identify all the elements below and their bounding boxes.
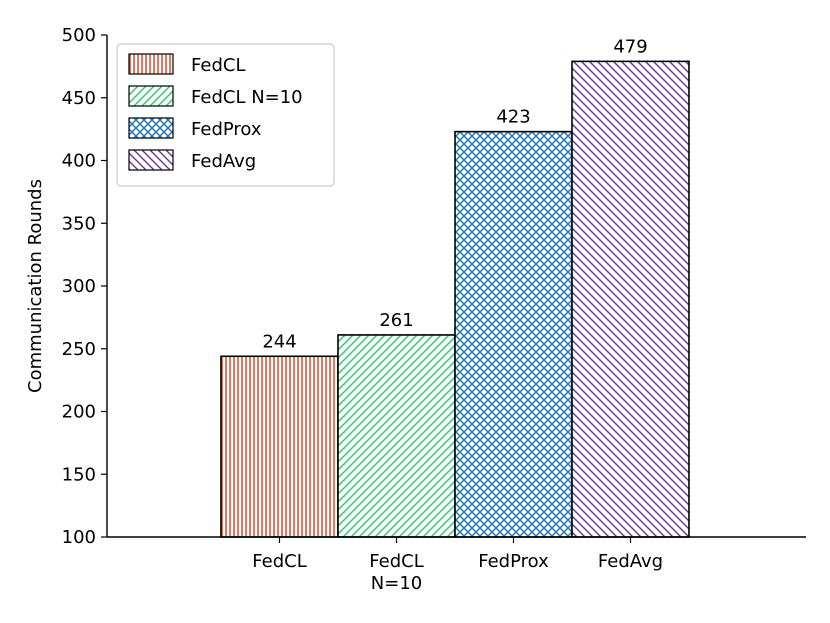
x-tick-label-2: FedCL N=10 xyxy=(369,551,423,594)
legend: FedCL FedCL N=10 FedProx FedAvg xyxy=(116,43,335,187)
legend-swatch-1 xyxy=(128,53,174,75)
data-label-4: 479 xyxy=(613,36,647,57)
legend-label-1: FedCL xyxy=(191,55,245,76)
y-tick-label-7: 400 xyxy=(62,151,96,172)
y-tick-label-5: 300 xyxy=(62,276,96,297)
legend-label-2: FedCL N=10 xyxy=(191,87,303,108)
y-axis-label: Communication Rounds xyxy=(25,179,46,393)
data-label-2: 261 xyxy=(379,310,413,331)
legend-label-4: FedAvg xyxy=(191,151,256,172)
y-tick-label-3: 200 xyxy=(62,402,96,423)
data-labels-group: 244 261 423 479 xyxy=(262,36,647,352)
x-tick-label-4: FedAvg xyxy=(598,551,663,572)
legend-swatch-4 xyxy=(128,149,174,171)
bar-3 xyxy=(454,130,573,538)
bar-2 xyxy=(337,334,456,538)
y-tick-label-4: 250 xyxy=(62,339,96,360)
axes-group: FedCL FedCL N=10 FedProx FedAvg 100 150 200 250 3… xyxy=(62,25,806,594)
data-label-3: 423 xyxy=(496,107,530,128)
x-tick-label-1: FedCL xyxy=(252,551,306,572)
bars-group xyxy=(220,60,690,538)
y-tick-label-1: 100 xyxy=(62,527,96,548)
data-label-1: 244 xyxy=(262,331,296,352)
legend-swatch-2 xyxy=(128,85,174,107)
y-tick-label-6: 350 xyxy=(62,213,96,234)
y-tick-label-8: 450 xyxy=(62,88,96,109)
y-tick-label-9: 500 xyxy=(62,25,96,46)
bar-1 xyxy=(220,355,339,538)
bar-4 xyxy=(571,60,690,538)
legend-swatch-3 xyxy=(128,117,174,139)
y-tick-label-2: 150 xyxy=(62,464,96,485)
legend-label-3: FedProx xyxy=(191,119,262,140)
x-tick-label-3: FedProx xyxy=(478,551,549,572)
